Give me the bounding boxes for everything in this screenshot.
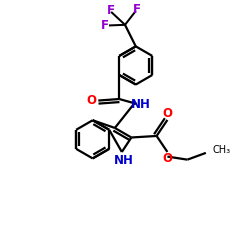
Text: F: F xyxy=(133,3,141,16)
Text: O: O xyxy=(162,107,172,120)
Text: O: O xyxy=(162,152,172,165)
Text: CH₃: CH₃ xyxy=(213,146,231,156)
Text: O: O xyxy=(86,94,97,107)
Text: F: F xyxy=(101,19,109,32)
Text: F: F xyxy=(107,4,115,17)
Text: NH: NH xyxy=(114,154,133,167)
Text: NH: NH xyxy=(130,98,150,111)
